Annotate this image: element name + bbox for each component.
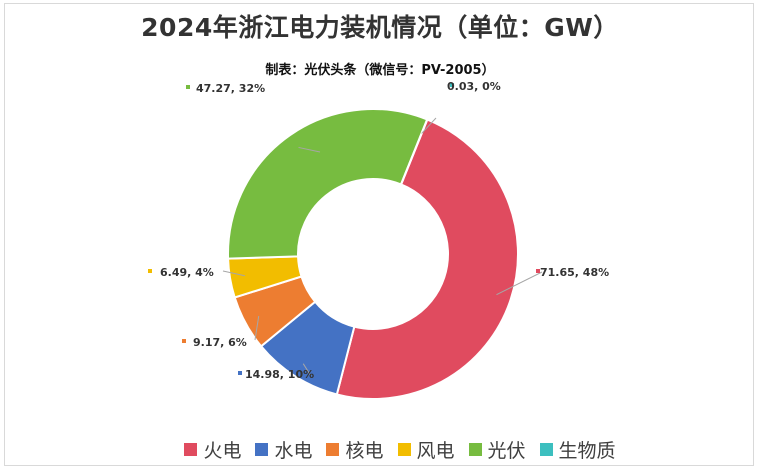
leader-line-4 [298,146,321,153]
leader-line-1 [302,363,312,377]
legend-swatch [539,442,553,456]
legend-swatch [397,442,411,456]
slice-0 [335,118,519,400]
legend-label: 核电 [345,439,384,462]
legend-swatch [468,442,482,456]
chart-subtitle: 制表：光伏头条（微信号：PV-2005） [265,63,495,78]
data-label-4: 47.27, 32% [196,82,265,95]
data-label-5: 0.03, 0% [447,80,501,93]
legend-item-5: 生物质 [539,436,616,463]
label-marker-2 [182,339,186,343]
legend-swatch [326,442,340,456]
leader-line-2 [254,315,260,341]
leader-line-5 [421,117,437,134]
legend-item-4: 光伏 [468,436,526,463]
legend-item-1: 水电 [255,436,312,463]
legend-label: 风电 [416,439,455,462]
legend-swatch [184,442,198,456]
legend-swatch [255,442,269,456]
data-label-1: 14.98, 10% [245,368,314,381]
label-marker-5 [450,83,454,87]
legend-item-2: 核电 [326,436,384,463]
legend-item-3: 风电 [397,436,455,463]
chart-title: 2024年浙江电力装机情况（单位：GW） [141,13,619,42]
legend-label: 火电 [203,439,242,462]
slice-5 [399,118,429,186]
leader-line-0 [496,271,543,296]
chart-legend: 火电 水电 核电 风电 光伏 生物质 [0,436,760,462]
legend-label: 生物质 [558,439,616,462]
data-label-0: 71.65, 48% [540,266,609,279]
label-marker-1 [238,371,242,375]
legend-item-0: 火电 [184,436,241,463]
leader-line-3 [222,270,245,277]
slice-4 [227,108,429,260]
legend-label: 光伏 [487,439,526,462]
data-label-2: 9.17, 6% [193,336,247,349]
label-marker-4 [186,85,190,89]
label-marker-0 [536,269,540,273]
data-label-3: 6.49, 4% [160,266,214,279]
legend-label: 水电 [274,439,313,462]
label-marker-3 [148,269,152,273]
